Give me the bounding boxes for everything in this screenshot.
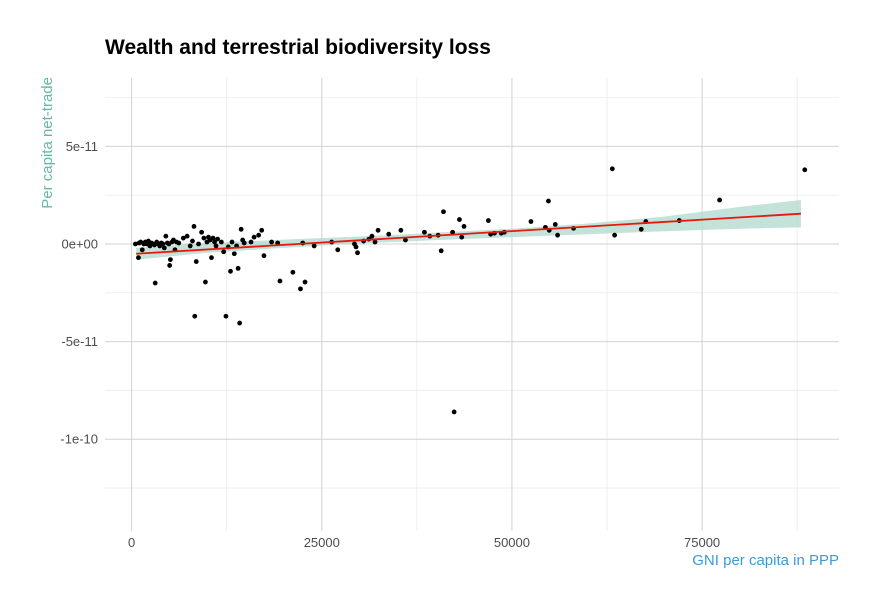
- data-point: [251, 234, 257, 240]
- data-point: [450, 229, 456, 235]
- data-point: [248, 239, 254, 245]
- confidence-band: [136, 200, 801, 260]
- data-point: [311, 243, 317, 249]
- data-point: [193, 259, 199, 264]
- data-point: [229, 239, 235, 245]
- chart-title: Wealth and terrestrial biodiversity loss: [105, 36, 491, 59]
- data-point: [638, 226, 644, 232]
- data-point: [353, 244, 359, 250]
- data-point: [275, 240, 281, 246]
- data-point: [161, 245, 167, 251]
- data-point: [555, 232, 560, 238]
- data-point: [277, 278, 283, 284]
- data-point: [218, 239, 224, 245]
- x-tick-label: 25000: [304, 535, 340, 550]
- grid-major: [105, 78, 839, 531]
- data-point: [136, 255, 141, 261]
- data-point: [176, 240, 182, 246]
- data-point: [209, 255, 214, 261]
- x-axis-title: GNI per capita in PPP: [692, 552, 839, 569]
- data-point: [163, 233, 169, 239]
- data-point: [386, 231, 392, 237]
- y-tick-label: -1e-10: [60, 432, 98, 447]
- data-point: [238, 226, 244, 232]
- data-point: [485, 218, 491, 223]
- data-point: [241, 240, 247, 246]
- x-tick-label: 50000: [494, 535, 530, 550]
- data-point: [528, 219, 534, 224]
- data-point: [139, 247, 145, 253]
- y-tick-label: -5e-11: [61, 334, 98, 349]
- grid-minor: [105, 78, 839, 531]
- data-point: [717, 197, 722, 203]
- data-point: [215, 236, 220, 242]
- data-point: [231, 251, 237, 257]
- data-point: [290, 269, 296, 275]
- y-tick-label: 0e+00: [61, 236, 98, 251]
- data-point: [190, 238, 195, 244]
- data-point: [259, 227, 265, 233]
- data-point: [133, 241, 138, 247]
- data-point: [369, 233, 375, 239]
- data-point: [459, 234, 465, 240]
- data-point: [461, 223, 467, 229]
- data-point: [335, 247, 341, 253]
- data-point: [152, 280, 158, 286]
- data-point: [221, 249, 227, 255]
- data-point: [180, 235, 186, 241]
- data-point: [192, 313, 198, 319]
- data-point: [451, 409, 457, 415]
- data-point: [201, 235, 207, 241]
- data-points: [133, 166, 808, 415]
- data-point: [160, 241, 166, 247]
- data-point: [422, 229, 427, 235]
- data-point: [302, 279, 308, 285]
- data-point: [441, 209, 446, 215]
- data-point: [269, 239, 274, 245]
- data-point: [298, 286, 303, 292]
- data-point: [372, 239, 378, 245]
- y-tick-label: 5e-11: [66, 139, 98, 154]
- data-point: [213, 243, 219, 249]
- data-point: [375, 227, 381, 233]
- data-point: [398, 227, 404, 233]
- data-point: [457, 217, 462, 222]
- data-point: [228, 268, 233, 274]
- x-tick-label: 0: [128, 535, 135, 550]
- x-axis-ticks: 0 25000 50000 75000: [128, 535, 720, 550]
- data-point: [235, 265, 241, 271]
- data-point: [261, 253, 267, 259]
- data-point: [191, 223, 197, 229]
- data-point: [167, 263, 173, 268]
- data-point: [546, 198, 551, 204]
- data-point: [355, 250, 360, 256]
- data-point: [237, 320, 243, 326]
- data-point: [210, 235, 216, 241]
- data-point: [203, 279, 208, 285]
- data-point: [612, 232, 618, 238]
- x-tick-label: 75000: [684, 535, 720, 550]
- data-point: [168, 257, 173, 262]
- data-point: [223, 313, 229, 319]
- data-point: [552, 222, 558, 227]
- data-point: [196, 241, 201, 247]
- data-point: [403, 237, 408, 243]
- data-point: [609, 166, 615, 172]
- regression-line: [136, 212, 802, 255]
- data-point: [802, 167, 808, 173]
- data-point: [184, 233, 190, 239]
- y-axis-ticks: 5e-11 0e+00 -5e-11 -1e-10: [60, 139, 98, 447]
- data-point: [187, 243, 193, 249]
- y-axis-title: Per capita net-trade: [39, 77, 56, 209]
- data-point: [199, 229, 204, 235]
- data-point: [212, 239, 217, 245]
- data-point: [438, 248, 444, 254]
- data-point: [256, 232, 262, 238]
